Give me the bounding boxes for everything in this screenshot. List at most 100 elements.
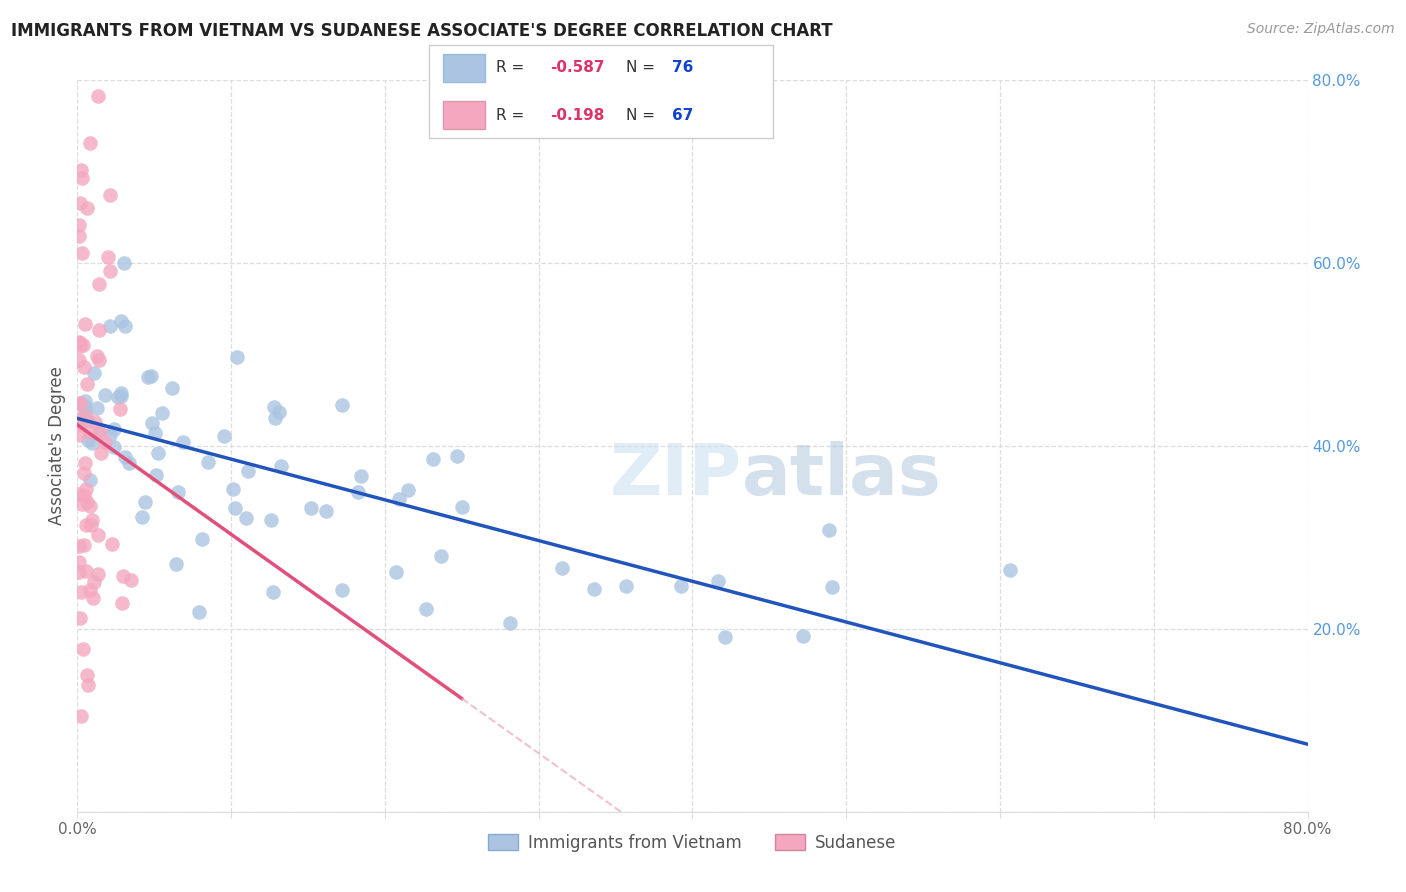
Point	[76, 434, 98, 448]
Point	[75, 517, 97, 532]
Point	[67, 565, 90, 579]
Point	[103, 422, 125, 436]
Point	[138, 370, 160, 384]
Point	[110, 389, 132, 403]
Point	[350, 469, 373, 483]
Point	[69, 396, 91, 410]
Point	[67, 218, 90, 232]
Text: N =: N =	[626, 61, 659, 75]
Text: ZIP: ZIP	[609, 441, 742, 509]
Text: -0.587: -0.587	[550, 61, 605, 75]
Point	[415, 601, 437, 615]
Point	[145, 468, 167, 483]
Point	[73, 317, 96, 331]
Point	[671, 579, 693, 593]
Point	[87, 528, 110, 542]
Point	[69, 611, 91, 625]
Point	[82, 513, 104, 527]
Point	[188, 605, 211, 619]
Point	[76, 201, 98, 215]
Point	[446, 449, 468, 463]
Point	[315, 504, 337, 518]
Point	[150, 406, 173, 420]
Point	[67, 228, 90, 243]
Point	[107, 390, 129, 404]
Point	[162, 381, 184, 395]
Point	[69, 335, 91, 350]
Point	[67, 335, 90, 350]
Point	[222, 482, 245, 496]
Point	[73, 405, 96, 419]
Point	[792, 629, 814, 643]
Point	[103, 441, 125, 455]
Point	[94, 434, 117, 449]
Y-axis label: Associate's Degree: Associate's Degree	[48, 367, 66, 525]
Point	[131, 509, 153, 524]
Point	[70, 163, 93, 178]
Point	[98, 263, 121, 277]
Point	[1000, 563, 1022, 577]
Point	[430, 549, 453, 563]
Point	[67, 396, 90, 410]
Point	[76, 409, 98, 424]
Point	[100, 537, 122, 551]
Point	[89, 352, 111, 367]
Point	[79, 473, 101, 487]
Point	[76, 678, 98, 692]
Text: atlas: atlas	[742, 441, 942, 509]
Point	[583, 582, 606, 596]
Point	[191, 533, 214, 547]
Point	[112, 255, 135, 269]
Point	[87, 566, 110, 581]
Point	[75, 565, 97, 579]
Point	[75, 456, 97, 470]
Point	[94, 388, 117, 402]
Point	[146, 446, 169, 460]
Point	[820, 580, 842, 594]
Point	[69, 708, 91, 723]
Point	[76, 667, 98, 681]
Point	[67, 428, 90, 442]
Point	[299, 501, 322, 516]
Point	[388, 491, 411, 506]
Point	[141, 369, 163, 384]
Point	[714, 630, 737, 644]
Point	[87, 277, 110, 291]
Point	[76, 376, 98, 391]
Point	[141, 417, 163, 431]
Point	[72, 488, 94, 502]
Point	[73, 538, 96, 552]
Point	[73, 394, 96, 409]
Point	[83, 574, 105, 589]
Point	[69, 417, 91, 432]
Point	[108, 401, 131, 416]
Point	[451, 500, 474, 515]
Point	[264, 410, 287, 425]
Legend: Immigrants from Vietnam, Sudanese: Immigrants from Vietnam, Sudanese	[482, 827, 903, 858]
Point	[86, 349, 108, 363]
Point	[82, 591, 104, 605]
Point	[112, 569, 135, 583]
Point	[114, 318, 136, 333]
Point	[70, 497, 93, 511]
Point	[87, 323, 110, 337]
Point	[118, 456, 141, 470]
Point	[120, 573, 142, 587]
Point	[84, 415, 107, 429]
Text: 67: 67	[672, 108, 693, 122]
Point	[224, 500, 246, 515]
Point	[236, 464, 259, 478]
Point	[76, 413, 98, 427]
Point	[72, 642, 94, 657]
Point	[73, 400, 96, 414]
Point	[197, 455, 219, 469]
Point	[270, 458, 292, 473]
Point	[76, 495, 98, 509]
Point	[86, 89, 108, 103]
Point	[214, 429, 236, 443]
Point	[67, 487, 90, 501]
Point	[551, 561, 574, 575]
Text: R =: R =	[496, 61, 530, 75]
Point	[706, 574, 728, 589]
Point	[80, 436, 103, 450]
